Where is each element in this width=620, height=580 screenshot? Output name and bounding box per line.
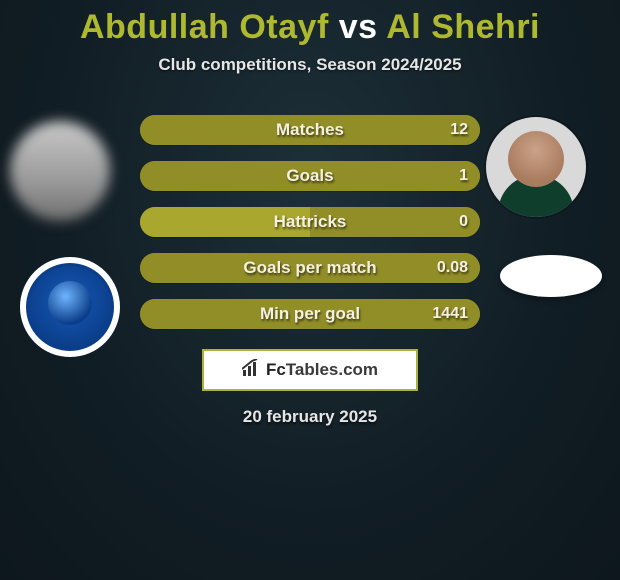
stat-value-right: 12 — [450, 115, 468, 145]
stat-row: Matches12 — [140, 115, 480, 145]
stat-row: Min per goal1441 — [140, 299, 480, 329]
brand-text: FcTables.com — [266, 360, 378, 380]
stat-bars: Matches12 Goals1 Hattricks0 Goals per match… — [140, 115, 480, 345]
stat-label: Matches — [140, 115, 480, 145]
stat-value-right: 0.08 — [437, 253, 468, 283]
club-badge-right — [500, 255, 602, 297]
footer-date: 20 february 2025 — [0, 407, 620, 427]
stat-label: Min per goal — [140, 299, 480, 329]
stat-row: Hattricks0 — [140, 207, 480, 237]
player-avatar-right — [486, 117, 586, 217]
stat-label: Goals per match — [140, 253, 480, 283]
brand-rest: Tables.com — [286, 360, 378, 379]
brand-fc: Fc — [266, 360, 286, 379]
compare-area: Matches12 Goals1 Hattricks0 Goals per match… — [0, 105, 620, 345]
club-badge-left — [20, 257, 120, 357]
stat-value-right: 1 — [459, 161, 468, 191]
stat-value-right: 0 — [459, 207, 468, 237]
player-avatar-left — [10, 121, 110, 221]
stat-label: Goals — [140, 161, 480, 191]
page-title: Abdullah Otayf vs Al Shehri — [0, 0, 620, 47]
title-player2: Al Shehri — [386, 8, 540, 46]
stat-row: Goals per match0.08 — [140, 253, 480, 283]
subtitle: Club competitions, Season 2024/2025 — [0, 55, 620, 75]
title-player1: Abdullah Otayf — [80, 8, 329, 46]
title-vs: vs — [339, 8, 378, 46]
stat-label: Hattricks — [140, 207, 480, 237]
stat-row: Goals1 — [140, 161, 480, 191]
chart-icon — [242, 359, 262, 382]
brand-box: FcTables.com — [202, 349, 418, 391]
stat-value-right: 1441 — [432, 299, 468, 329]
